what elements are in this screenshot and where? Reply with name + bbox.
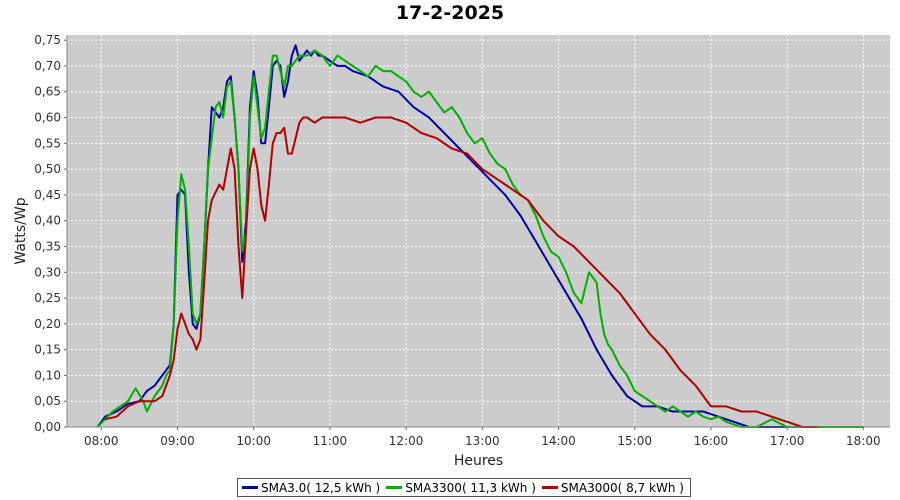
y-tick-label: 0,10	[34, 368, 61, 382]
y-tick-label: 0,60	[34, 111, 61, 125]
x-tick-label: 15:00	[617, 434, 652, 448]
y-tick-label: 0,50	[34, 162, 61, 176]
y-tick-label: 0,70	[34, 59, 61, 73]
y-tick-label: 0,65	[34, 85, 61, 99]
legend-item: SMA3000( 8,7 kWh )	[541, 480, 684, 495]
legend-label: SMA3300( 11,3 kWh )	[405, 480, 536, 495]
y-tick-label: 0,45	[34, 188, 61, 202]
legend-label: SMA3000( 8,7 kWh )	[560, 480, 684, 495]
x-tick-label: 12:00	[389, 434, 424, 448]
x-axis-label: Heures	[454, 453, 503, 469]
series-group	[96, 44, 864, 428]
line-chart: 0,00 0,05 0,10 0,15 0,20 0,25 0,30 0,35 0,40 0,45…	[13, 33, 890, 469]
x-tick-label: 17:00	[770, 434, 805, 448]
legend-label: SMA3.0( 12,5 kWh )	[261, 480, 381, 495]
y-axis-label: Watts/Wp	[13, 197, 29, 264]
legend-swatch	[242, 486, 258, 489]
series-line-2	[104, 116, 818, 428]
x-tick-label: 08:00	[84, 434, 119, 448]
y-tick-label: 0,55	[34, 136, 61, 150]
y-tick-label: 0,20	[34, 317, 61, 331]
legend-item: SMA3300( 11,3 kWh )	[386, 481, 536, 495]
x-tick-label: 09:00	[160, 434, 195, 448]
legend-item: SMA3.0( 12,5 kWh )	[242, 481, 380, 495]
y-tick-label: 0,15	[34, 343, 61, 357]
series-line-0	[96, 44, 826, 428]
x-tick-label: 16:00	[694, 434, 729, 448]
y-tick-label: 0,30	[34, 265, 61, 279]
legend-swatch	[541, 486, 558, 489]
y-tick-label: 0,75	[34, 33, 61, 47]
axes: 0,00 0,05 0,10 0,15 0,20 0,25 0,30 0,35 0,40 0,45…	[34, 33, 890, 448]
y-tick-label: 0,05	[34, 394, 61, 408]
y-tick-label: 0,25	[34, 291, 61, 305]
series-line-1	[96, 49, 864, 428]
x-tick-label: 10:00	[236, 434, 271, 448]
y-tick-label: 0,00	[34, 420, 61, 434]
chart-legend: SMA3.0( 12,5 kWh ) SMA3300( 11,3 kWh ) SMA…	[237, 478, 691, 497]
legend-swatch	[386, 486, 403, 489]
x-tick-label: 14:00	[541, 434, 576, 448]
chart-title: 17-2-2025	[395, 2, 505, 24]
plot-area	[67, 35, 890, 427]
y-tick-label: 0,35	[34, 239, 61, 253]
x-tick-label: 13:00	[465, 434, 500, 448]
y-tick-label: 0,40	[34, 214, 61, 228]
x-tick-label: 11:00	[313, 434, 348, 448]
x-tick-label: 18:00	[846, 434, 881, 448]
